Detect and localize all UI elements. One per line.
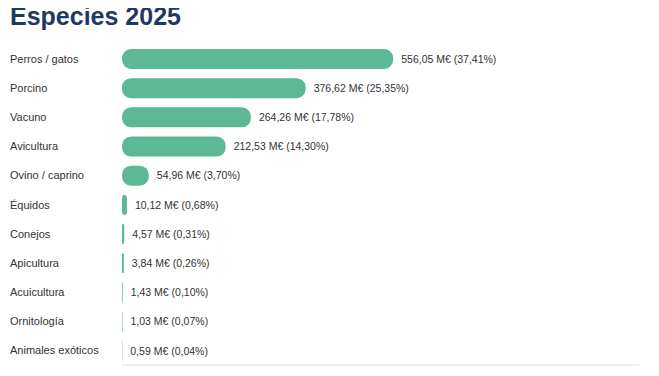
svg-text:Porcino: Porcino: [10, 82, 47, 94]
svg-text:Ornitología: Ornitología: [10, 315, 65, 327]
svg-text:0,59 M€ (0,04%): 0,59 M€ (0,04%): [130, 345, 208, 357]
svg-text:556,05 M€ (37,41%): 556,05 M€ (37,41%): [401, 53, 496, 65]
svg-text:Animales exóticos: Animales exóticos: [10, 344, 99, 356]
svg-text:10,12 M€ (0,68%): 10,12 M€ (0,68%): [135, 199, 218, 211]
svg-text:Conejos: Conejos: [10, 228, 51, 240]
svg-text:54,96 M€ (3,70%): 54,96 M€ (3,70%): [157, 169, 240, 181]
svg-text:264,26 M€ (17,78%): 264,26 M€ (17,78%): [259, 111, 354, 123]
svg-text:376,62 M€ (25,35%): 376,62 M€ (25,35%): [314, 82, 409, 94]
svg-text:Apicultura: Apicultura: [10, 257, 60, 269]
svg-text:Perros / gatos: Perros / gatos: [10, 53, 79, 65]
svg-text:Acuicultura: Acuicultura: [10, 286, 65, 298]
svg-text:3,84 M€ (0,26%): 3,84 M€ (0,26%): [132, 257, 210, 269]
svg-text:Vacuno: Vacuno: [10, 111, 47, 123]
svg-text:4,57 M€ (0,31%): 4,57 M€ (0,31%): [132, 228, 210, 240]
svg-text:1,43 M€ (0,10%): 1,43 M€ (0,10%): [131, 286, 209, 298]
svg-text:Ovino / caprino: Ovino / caprino: [10, 169, 84, 181]
svg-text:Avicultura: Avicultura: [10, 140, 59, 152]
svg-text:1,03 M€ (0,07%): 1,03 M€ (0,07%): [131, 315, 209, 327]
svg-text:212,53 M€ (14,30%): 212,53 M€ (14,30%): [234, 140, 329, 152]
html-text:Especies 2025: Especies 2025: [10, 2, 181, 30]
svg-text:Équidos: Équidos: [10, 199, 50, 211]
